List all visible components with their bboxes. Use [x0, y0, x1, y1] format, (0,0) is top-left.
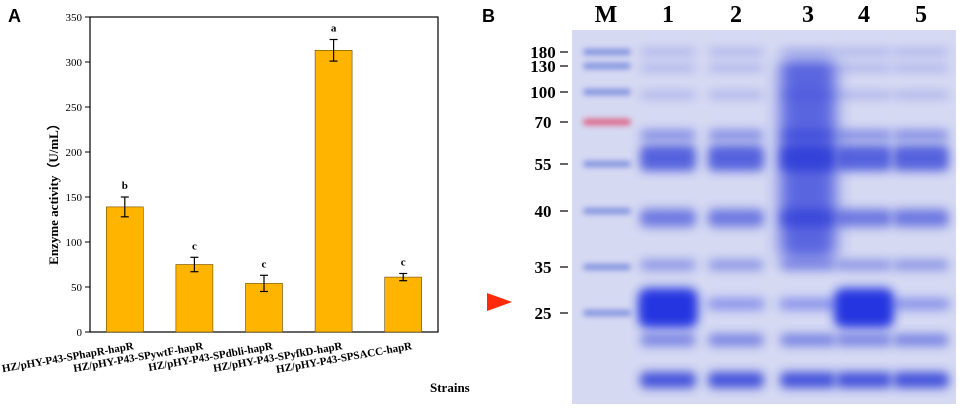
marker-size-label: 70: [535, 113, 552, 132]
significance-label: c: [192, 240, 197, 252]
y-tick-label: 0: [77, 327, 83, 339]
panel-a-letter: A: [8, 6, 21, 26]
ladder-band: [583, 89, 631, 95]
gel-lanes: [583, 49, 951, 388]
bar: [314, 49, 353, 333]
significance-label: c: [262, 258, 267, 270]
gel-band: [708, 65, 764, 71]
marker-size-label: 55: [535, 155, 552, 174]
gel-band: [708, 49, 764, 55]
y-tick-label: 350: [66, 12, 83, 24]
ladder-band: [583, 264, 631, 270]
gel-band: [893, 260, 949, 270]
gel-band: [640, 372, 696, 388]
gel-band: [708, 334, 764, 346]
ladder-band: [583, 208, 631, 214]
bar-series: b c c a c: [106, 23, 423, 333]
y-tick-label: 200: [66, 147, 83, 159]
gel-band: [708, 260, 764, 270]
lane-label: 3: [802, 2, 814, 28]
target-band: [638, 288, 698, 328]
marker-size-label: 180: [530, 43, 556, 62]
smear-band: [780, 60, 836, 260]
ladder-band: [583, 119, 631, 125]
marker-size-label: 130: [530, 57, 556, 76]
gel-band: [780, 334, 836, 346]
gel-band: [640, 49, 696, 55]
gel-band: [640, 92, 696, 98]
significance-label: b: [122, 180, 128, 192]
y-axis-label: Enzyme activity（U/mL）: [46, 117, 61, 265]
gel-band: [708, 130, 764, 140]
x-axis-label: Strains: [430, 380, 470, 395]
target-band: [706, 298, 766, 310]
gel-band: [708, 92, 764, 98]
lane-label: 2: [730, 2, 742, 28]
ladder-band: [583, 63, 631, 69]
gel-band: [640, 334, 696, 346]
gel-band: [836, 260, 892, 270]
bar-chart: 0 50 100 150 200 250 300 350 b c c a c HZ/pHY-P43-S…: [1, 12, 470, 395]
gel-band: [893, 372, 949, 388]
gel-band: [836, 130, 892, 140]
significance-label: a: [331, 23, 337, 35]
bar: [384, 276, 423, 333]
gel-band: [893, 334, 949, 346]
gel-band: [893, 130, 949, 140]
significance-label: c: [401, 257, 406, 269]
gel-band: [893, 209, 949, 227]
ladder-label: M: [595, 2, 618, 28]
gel-band: [893, 145, 949, 171]
gel-band: [708, 372, 764, 388]
bar: [106, 206, 144, 333]
gel-band: [640, 130, 696, 140]
gel-band: [893, 92, 949, 98]
gel-band: [640, 209, 696, 227]
sds-page-gel: [572, 30, 956, 404]
ladder-band: [583, 310, 631, 316]
gel-band: [640, 65, 696, 71]
ladder-band: [583, 49, 631, 55]
y-tick-label: 250: [66, 102, 83, 114]
gel-band: [780, 372, 836, 388]
gel-band: [836, 92, 892, 98]
lane-label: 5: [915, 2, 927, 28]
gel-band: [836, 145, 892, 171]
gel-band: [640, 145, 696, 171]
gel-band: [836, 65, 892, 71]
gel-band: [780, 49, 836, 55]
y-tick-label: 100: [66, 237, 83, 249]
gel-band: [708, 145, 764, 171]
ladder-band: [583, 161, 631, 167]
x-axis: HZ/pHY-P43-SPhapR-hapRHZ/pHY-P43-SPywtF-…: [1, 340, 414, 376]
gel-band: [640, 260, 696, 270]
lane-label: 1: [662, 2, 674, 28]
gel-band: [708, 209, 764, 227]
target-band-arrow-icon: [487, 293, 512, 311]
y-tick-label: 50: [71, 282, 83, 294]
marker-size-label: 35: [535, 258, 552, 277]
target-band: [891, 298, 951, 310]
marker-size-label: 40: [535, 202, 552, 221]
marker-size-label: 100: [530, 83, 556, 102]
gel-band: [893, 65, 949, 71]
gel-band: [836, 372, 892, 388]
marker-size-label: 25: [535, 304, 552, 323]
panel-b-letter: B: [482, 6, 495, 26]
y-tick-label: 300: [66, 57, 83, 69]
gel-band: [836, 49, 892, 55]
gel-band: [780, 260, 836, 270]
gel-band: [836, 334, 892, 346]
gel-band: [893, 49, 949, 55]
target-band: [834, 288, 894, 328]
y-tick-label: 150: [66, 192, 83, 204]
lane-label: 4: [858, 2, 870, 28]
lane-labels: 1 2 3 4 5: [662, 2, 927, 28]
target-band: [778, 298, 838, 310]
bar: [175, 264, 214, 333]
gel-band: [836, 209, 892, 227]
